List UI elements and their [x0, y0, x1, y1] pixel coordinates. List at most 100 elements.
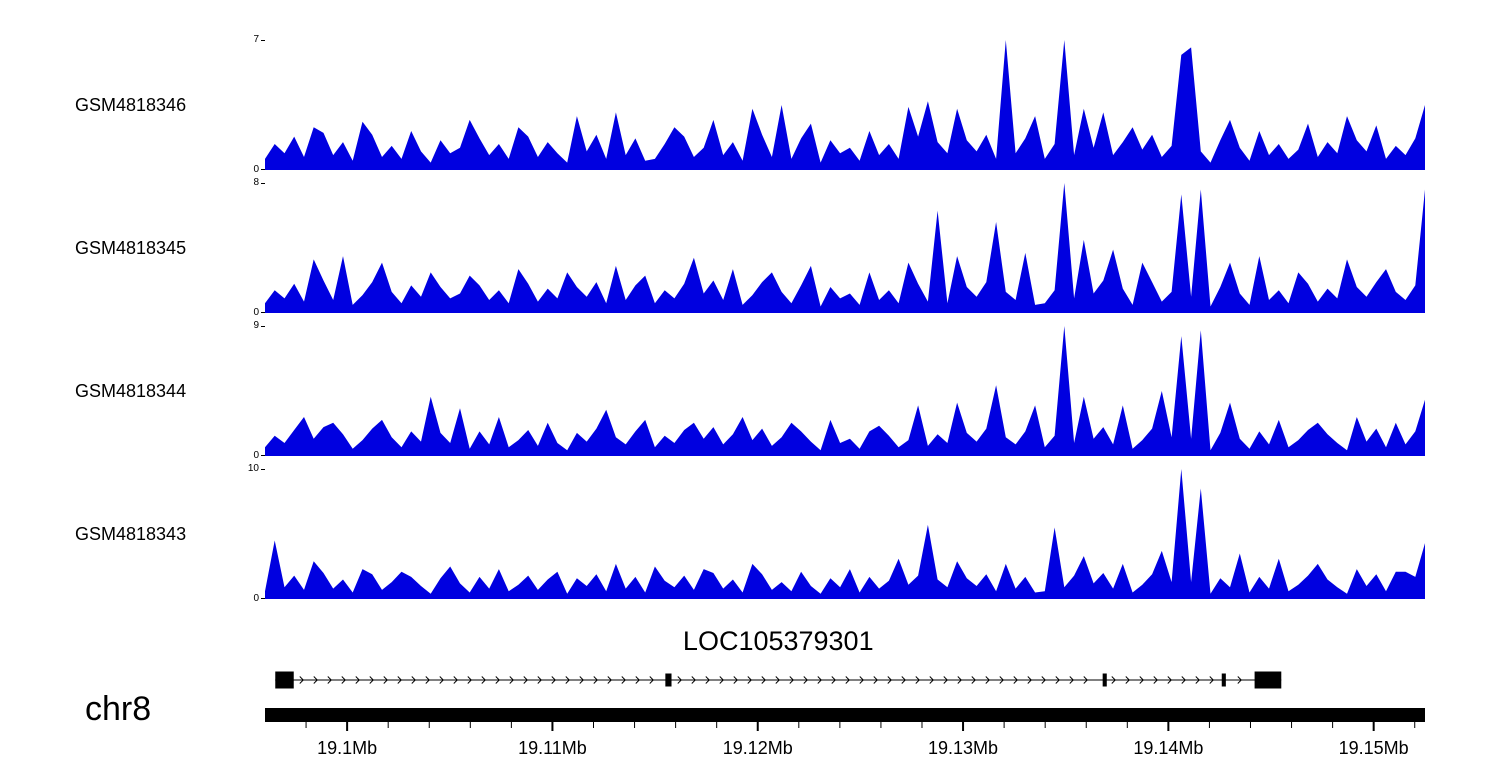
strand-arrow-icon [509, 676, 514, 684]
strand-arrow-icon [495, 676, 500, 684]
y-axis-max-label: 7 [253, 34, 259, 45]
y-axis-zero-label: 0 [253, 593, 259, 604]
exon [1102, 673, 1107, 687]
minor-tick [1291, 722, 1293, 728]
minor-tick [1085, 722, 1087, 728]
strand-arrow-icon [1237, 676, 1242, 684]
strand-arrow-icon [1139, 676, 1144, 684]
strand-arrow-icon [453, 676, 458, 684]
coverage-area [265, 469, 1425, 599]
y-axis-tick [261, 598, 265, 599]
axis-tick-label: 19.13Mb [928, 738, 999, 758]
minor-tick [1208, 722, 1210, 728]
strand-arrow-icon [369, 676, 374, 684]
minor-tick [428, 722, 430, 728]
gene-name-label: LOC105379301 [682, 626, 874, 656]
strand-arrow-icon [621, 676, 626, 684]
coverage-track-4: 10 0 [248, 464, 1425, 604]
strand-arrow-icon [649, 676, 654, 684]
strand-arrow-icon [467, 676, 472, 684]
track-label-1: GSM4818346 [75, 95, 187, 115]
y-axis-zero-label: 0 [253, 450, 259, 461]
strand-arrow-icon [635, 676, 640, 684]
strand-arrow-icon [719, 676, 724, 684]
minor-tick [510, 722, 512, 728]
strand-arrow-icon [1153, 676, 1158, 684]
coverage-area [265, 40, 1425, 170]
strand-arrow-icon [845, 676, 850, 684]
track-label-2: GSM4818345 [75, 238, 187, 258]
exon [665, 673, 672, 687]
y-axis-max-label: 10 [247, 463, 259, 474]
axis-tick-label: 19.12Mb [722, 738, 793, 758]
strand-arrow-icon [929, 676, 934, 684]
y-axis-max-label: 8 [253, 177, 259, 188]
coverage-area-svg [265, 40, 1425, 170]
strand-arrow-icon [1125, 676, 1130, 684]
strand-arrow-icon [915, 676, 920, 684]
coverage-track-3: 9 0 [253, 321, 1425, 461]
minor-tick [592, 722, 594, 728]
chromosome-bar [265, 708, 1425, 722]
strand-arrow-icon [1013, 676, 1018, 684]
strand-arrow-icon [971, 676, 976, 684]
coverage-area [265, 183, 1425, 313]
strand-arrow-icon [1069, 676, 1074, 684]
major-tick [346, 722, 349, 731]
strand-arrow-icon [733, 676, 738, 684]
minor-tick [798, 722, 800, 728]
axis-tick-label: 19.11Mb [518, 738, 587, 758]
strand-arrow-icon [313, 676, 318, 684]
minor-tick [1003, 722, 1005, 728]
strand-arrow-icon [397, 676, 402, 684]
strand-arrow-icon [537, 676, 542, 684]
y-axis-max-label: 9 [253, 320, 259, 331]
strand-arrow-icon [341, 676, 346, 684]
strand-arrow-icon [425, 676, 430, 684]
minor-tick [880, 722, 882, 728]
y-axis-tick [261, 326, 265, 327]
minor-tick [921, 722, 923, 728]
exon [275, 671, 294, 689]
strand-arrow-icon [593, 676, 598, 684]
strand-arrow-icon [677, 676, 682, 684]
minor-tick [305, 722, 307, 728]
minor-tick [1414, 722, 1416, 728]
y-axis-tick [261, 40, 265, 41]
strand-arrow-icon [383, 676, 388, 684]
major-tick [551, 722, 554, 731]
strand-arrow-icon [439, 676, 444, 684]
y-axis-tick [261, 183, 265, 184]
chromosome-ruler-svg [265, 708, 1425, 731]
minor-tick [839, 722, 841, 728]
strand-arrow-icon [327, 676, 332, 684]
coverage-track-2: 8 0 [253, 178, 1425, 318]
coverage-track-1: 7 0 [253, 35, 1425, 175]
strand-arrow-icon [607, 676, 612, 684]
gene-model-svg [275, 671, 1282, 689]
minor-tick [716, 722, 718, 728]
coverage-area-svg [265, 326, 1425, 456]
strand-arrow-icon [1181, 676, 1186, 684]
minor-tick [1249, 722, 1251, 728]
strand-arrow-icon [1083, 676, 1088, 684]
strand-arrow-icon [705, 676, 710, 684]
strand-arrow-icon [551, 676, 556, 684]
y-axis-tick [261, 169, 265, 170]
strand-arrow-icon [789, 676, 794, 684]
strand-arrow-icon [1195, 676, 1200, 684]
axis-tick-label: 19.15Mb [1338, 738, 1409, 758]
minor-tick [1126, 722, 1128, 728]
major-tick [962, 722, 965, 731]
y-axis-zero-label: 0 [253, 164, 259, 175]
minor-tick [1332, 722, 1334, 728]
strand-arrow-icon [355, 676, 360, 684]
coverage-area [265, 326, 1425, 456]
strand-arrow-icon [859, 676, 864, 684]
strand-arrow-icon [1209, 676, 1214, 684]
major-tick [756, 722, 759, 731]
minor-tick [387, 722, 389, 728]
intron-line [275, 679, 1282, 681]
strand-arrow-icon [985, 676, 990, 684]
strand-arrow-icon [775, 676, 780, 684]
